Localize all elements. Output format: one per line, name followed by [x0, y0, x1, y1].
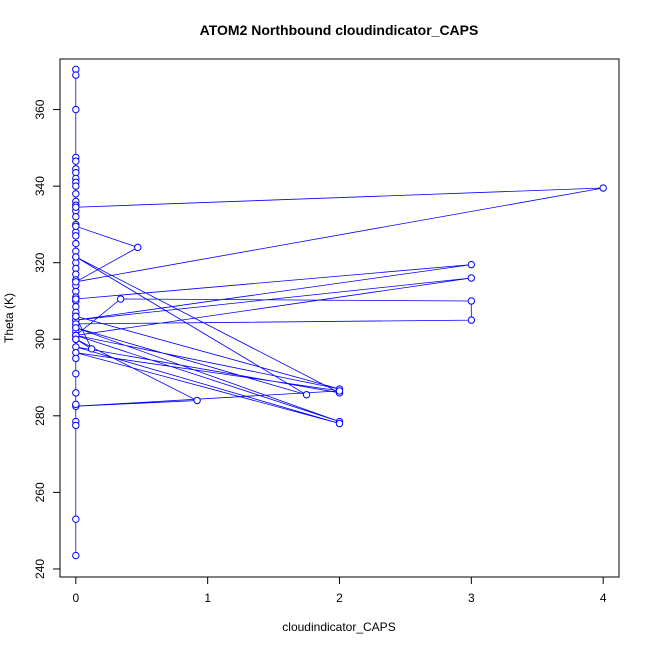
- data-point: [72, 232, 80, 240]
- y-tick-label-4: 320: [33, 252, 47, 272]
- data-point: [467, 274, 476, 282]
- data-point: [72, 312, 80, 320]
- data-point: [72, 278, 80, 286]
- y-tick-label-2: 280: [33, 405, 47, 425]
- y-tick-label-0: 240: [33, 559, 47, 579]
- data-point: [72, 253, 80, 261]
- data-point: [72, 370, 80, 378]
- x-tick-label-0: 0: [72, 591, 79, 605]
- data-point: [72, 213, 80, 221]
- data-point: [72, 222, 80, 231]
- data-point: [467, 260, 476, 269]
- data-point: [87, 345, 96, 353]
- data-point: [72, 515, 80, 523]
- data-point: [72, 71, 80, 79]
- data-series: [72, 65, 607, 560]
- data-point: [72, 105, 80, 114]
- data-point: [467, 316, 476, 324]
- y-tick-label-1: 260: [33, 482, 47, 502]
- x-tick-label-4: 4: [600, 591, 607, 605]
- x-axis: 0 1 2 3 4: [72, 577, 607, 605]
- data-point: [72, 551, 80, 560]
- x-tick-label-3: 3: [468, 591, 475, 605]
- data-point: [72, 190, 80, 198]
- data-point: [72, 400, 80, 409]
- data-point: [134, 243, 142, 252]
- data-point: [72, 203, 80, 211]
- y-tick-label-3: 300: [33, 329, 47, 349]
- data-point: [72, 239, 80, 248]
- x-tick-label-1: 1: [204, 591, 211, 605]
- y-axis-label: Theta (K): [2, 293, 16, 343]
- data-point: [72, 324, 80, 332]
- data-point: [72, 157, 80, 165]
- data-point: [72, 354, 80, 363]
- x-tick-label-2: 2: [336, 591, 343, 605]
- data-point: [72, 335, 80, 343]
- data-point: [116, 295, 125, 303]
- data-point: [72, 295, 80, 303]
- data-point: [302, 391, 311, 399]
- data-point: [72, 182, 80, 190]
- x-axis-label: cloudindicator_CAPS: [282, 620, 395, 634]
- chart-title: ATOM2 Northbound cloudindicator_CAPS: [200, 22, 479, 38]
- data-point: [335, 419, 344, 428]
- data-point: [335, 387, 344, 395]
- y-tick-label-6: 360: [33, 99, 47, 119]
- y-tick-label-5: 340: [33, 176, 47, 196]
- y-axis: 240 260 280 300 320 340 360: [33, 99, 60, 579]
- data-point: [467, 297, 476, 305]
- data-point: [193, 396, 201, 405]
- data-point: [72, 421, 80, 430]
- data-point: [72, 389, 80, 397]
- data-point: [599, 184, 607, 192]
